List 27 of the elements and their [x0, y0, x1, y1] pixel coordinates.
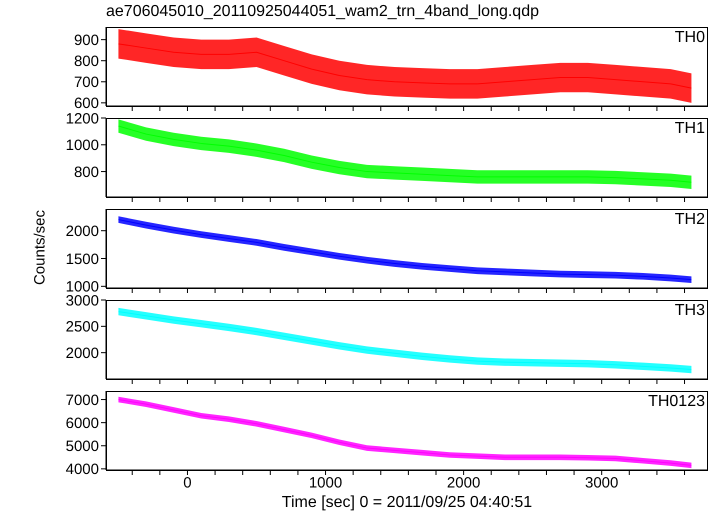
x-tick-label: 3000 — [584, 474, 618, 492]
y-tick-label: 1500 — [66, 250, 99, 268]
x-tick-label: 1000 — [308, 474, 342, 492]
y-axis-title: Counts/sec — [32, 208, 48, 287]
y-tick-label: 800 — [74, 164, 99, 181]
text: TH0123 — [648, 393, 705, 411]
text: TH2 — [674, 211, 705, 229]
y-tick-label: 5000 — [66, 438, 99, 456]
y-tick-label: 900 — [74, 32, 99, 49]
x-axis-title: Time [sec] 0 = 2011/09/25 04:40:51 — [280, 494, 534, 512]
y-tick-label: 2000 — [66, 223, 99, 240]
chart-title: ae706045010_20110925044051_wam2_trn_4band_long.qdp — [106, 3, 539, 21]
y-tick-label: 600 — [74, 95, 99, 112]
text: TH1 — [674, 120, 705, 138]
y-tick-label: 7000 — [66, 392, 99, 409]
text: TH3 — [674, 302, 705, 320]
x-tick-label: 2000 — [446, 474, 480, 492]
y-tick-label: 2000 — [66, 344, 99, 362]
y-tick-label: 1000 — [66, 137, 99, 154]
y-tick-label: 700 — [74, 74, 99, 92]
y-tick-label: 800 — [74, 53, 99, 70]
y-tick-label: 6000 — [66, 414, 99, 432]
y-tick-label: 2500 — [66, 318, 99, 336]
text: TH0 — [674, 29, 705, 47]
y-tick-label: 4000 — [66, 461, 99, 478]
y-tick-label: 1200 — [66, 110, 99, 128]
x-tick-label: 0 — [183, 474, 192, 492]
